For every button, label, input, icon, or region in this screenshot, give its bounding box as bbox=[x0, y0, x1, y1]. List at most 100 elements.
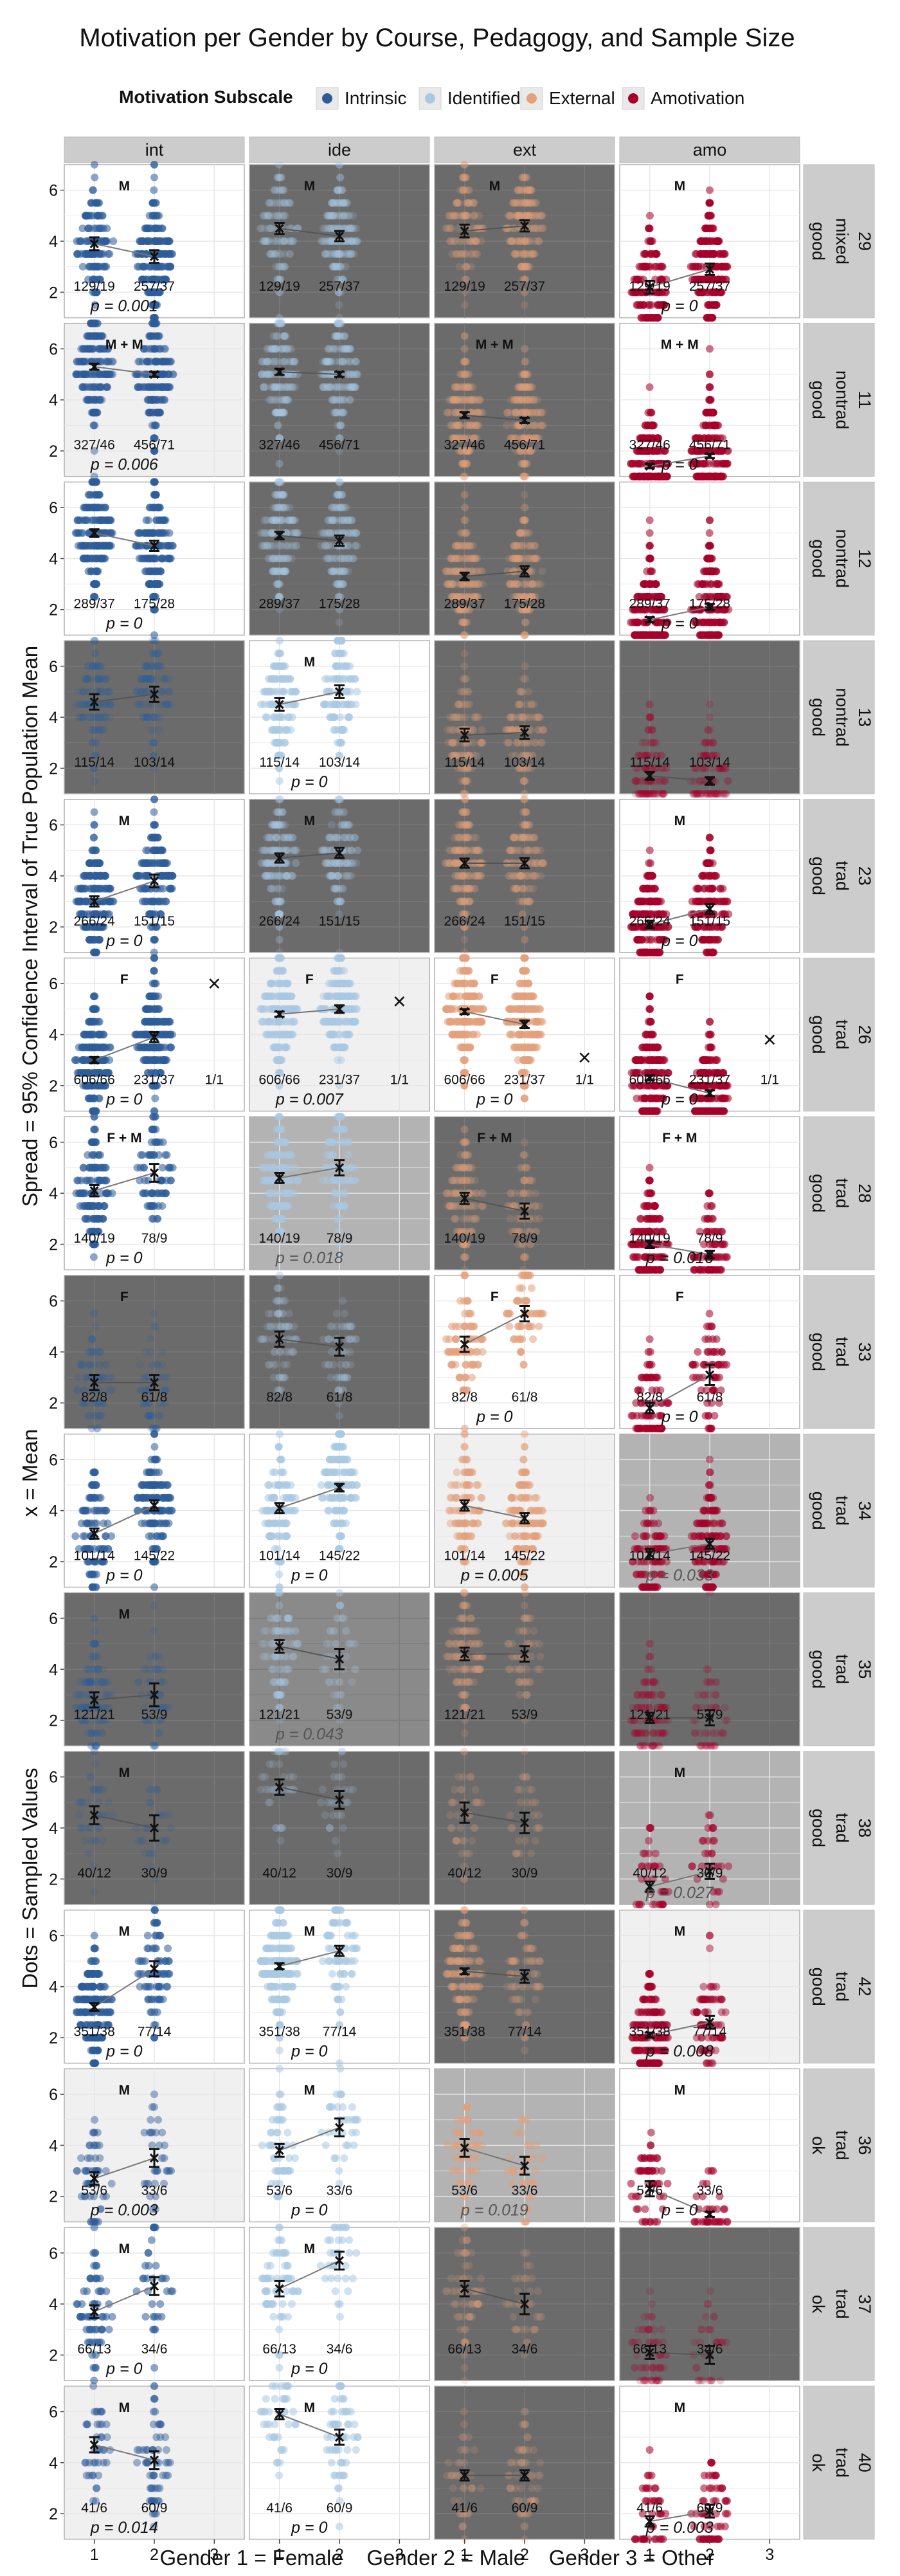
sample-dot bbox=[525, 409, 533, 417]
significance-tag: M + M bbox=[476, 338, 514, 352]
sample-dot bbox=[649, 250, 657, 258]
sample-dot bbox=[93, 409, 101, 417]
sample-dot bbox=[336, 478, 344, 486]
sample-dot bbox=[333, 333, 341, 340]
sample-dot bbox=[512, 250, 519, 258]
y-tick-label: 4 bbox=[49, 550, 58, 568]
sample-dot bbox=[458, 619, 465, 626]
sample-dot bbox=[292, 542, 300, 550]
sample-count: 129/19 bbox=[74, 279, 115, 294]
sample-dot bbox=[80, 542, 87, 550]
sample-dot bbox=[473, 554, 480, 562]
sample-dot bbox=[705, 542, 713, 550]
sample-dot bbox=[714, 473, 721, 480]
sample-dot bbox=[147, 580, 154, 588]
sample-dot bbox=[714, 580, 721, 588]
column-strip-label: int bbox=[145, 140, 164, 160]
sample-dot bbox=[150, 161, 158, 169]
sample-dot bbox=[522, 370, 530, 378]
facet-panel: M129/19257/37 bbox=[249, 161, 429, 322]
sample-dot bbox=[337, 516, 345, 524]
sample-dot bbox=[471, 567, 479, 575]
sample-dot bbox=[285, 542, 292, 550]
sample-dot bbox=[453, 199, 460, 207]
sample-dot bbox=[453, 250, 460, 258]
sample-dot bbox=[286, 250, 294, 258]
row-strip-pedagogy: nontrad bbox=[833, 370, 852, 430]
sample-dot bbox=[646, 529, 654, 537]
sample-dot bbox=[272, 409, 280, 417]
sample-dot bbox=[275, 580, 283, 588]
sample-dot bbox=[705, 619, 712, 626]
sample-dot bbox=[462, 516, 469, 524]
sample-dot bbox=[646, 224, 654, 232]
sample-dot bbox=[93, 212, 101, 219]
sample-dot bbox=[461, 473, 469, 480]
sample-count: 456/71 bbox=[319, 438, 360, 453]
y-tick-label: 2 bbox=[49, 760, 58, 778]
sample-count: 289/37 bbox=[629, 596, 670, 611]
sample-dot bbox=[96, 675, 104, 683]
sample-dot bbox=[537, 409, 544, 417]
sample-dot bbox=[643, 250, 651, 258]
sample-dot bbox=[523, 174, 530, 181]
sample-dot bbox=[82, 675, 89, 683]
sample-dot bbox=[266, 199, 274, 207]
sample-dot bbox=[345, 567, 352, 575]
sample-dot bbox=[520, 631, 528, 639]
sample-dot bbox=[532, 542, 539, 550]
sample-dot bbox=[324, 554, 332, 562]
sample-dot bbox=[150, 529, 158, 537]
sample-dot bbox=[462, 529, 469, 537]
sample-dot bbox=[279, 567, 287, 575]
sample-dot bbox=[79, 383, 87, 391]
sample-dot bbox=[90, 777, 98, 785]
legend-swatch bbox=[322, 93, 332, 104]
sample-dot bbox=[521, 301, 528, 309]
sample-dot bbox=[328, 199, 336, 207]
sample-dot bbox=[643, 314, 651, 322]
sample-dot bbox=[640, 631, 648, 639]
sample-dot bbox=[453, 421, 460, 429]
sample-dot bbox=[280, 333, 288, 340]
sample-dot bbox=[282, 345, 289, 352]
sample-dot bbox=[463, 542, 471, 550]
sample-dot bbox=[706, 383, 714, 391]
sample-dot bbox=[325, 529, 332, 537]
sample-dot bbox=[95, 224, 103, 232]
sample-dot bbox=[291, 516, 299, 524]
sample-dot bbox=[706, 396, 714, 404]
y-tick-label: 4 bbox=[49, 392, 58, 410]
sample-dot bbox=[348, 237, 356, 245]
sample-dot bbox=[329, 212, 337, 219]
sample-dot bbox=[95, 250, 103, 258]
sample-dot bbox=[347, 250, 355, 258]
sample-dot bbox=[352, 529, 360, 537]
sample-dot bbox=[282, 237, 289, 245]
sample-count: 257/37 bbox=[319, 279, 360, 294]
y-tick-label: 6 bbox=[49, 658, 58, 676]
sample-dot bbox=[472, 250, 480, 258]
sample-dot bbox=[512, 409, 519, 417]
sample-dot bbox=[353, 542, 361, 550]
sample-dot bbox=[257, 529, 265, 537]
sample-dot bbox=[324, 250, 332, 258]
sample-dot bbox=[91, 637, 98, 644]
legend-label: External bbox=[549, 88, 615, 108]
sample-dot bbox=[258, 358, 266, 365]
sample-dot bbox=[700, 567, 708, 575]
sample-dot bbox=[287, 224, 295, 232]
sample-count: 129/19 bbox=[444, 279, 485, 294]
sample-dot bbox=[87, 250, 95, 258]
sample-dot bbox=[158, 224, 166, 232]
sample-dot bbox=[695, 580, 703, 588]
sample-dot bbox=[266, 396, 273, 404]
sample-dot bbox=[278, 409, 286, 417]
sample-dot bbox=[504, 224, 512, 232]
sample-dot bbox=[84, 504, 91, 511]
significance-tag: M + M bbox=[105, 338, 143, 352]
sample-dot bbox=[92, 383, 100, 391]
sample-dot bbox=[271, 212, 279, 219]
